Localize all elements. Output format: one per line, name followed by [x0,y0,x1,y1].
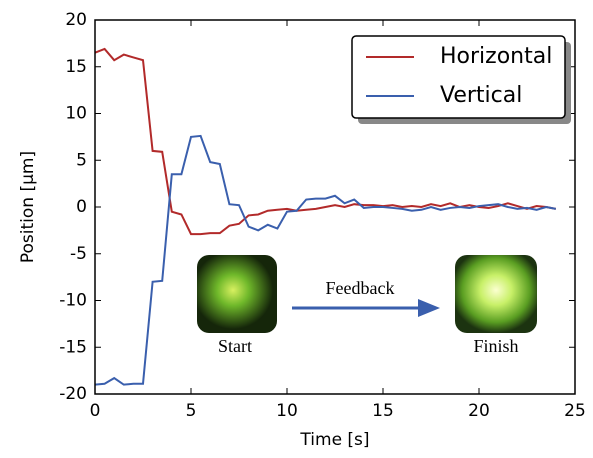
start-image [197,255,277,333]
arrow-label: Feedback [326,278,395,298]
x-tick-label: 10 [276,401,298,421]
y-tick-label: -10 [59,291,87,311]
legend-label: Horizontal [440,44,552,69]
start-label: Start [218,336,252,356]
series-line [94,134,556,386]
y-tick-label: 10 [65,104,87,124]
x-tick-label: 15 [372,401,394,421]
finish-image [455,255,537,333]
x-tick-label: 5 [186,401,197,421]
x-tick-label: 0 [90,401,101,421]
legend-label: Vertical [440,83,522,108]
finish-label: Finish [473,336,518,356]
y-tick-label: 0 [76,197,87,217]
y-tick-label: -20 [59,384,87,404]
arrow-head [418,299,440,317]
x-tick-label: 20 [468,401,490,421]
x-tick-label: 25 [564,401,586,421]
y-tick-label: -15 [59,337,87,357]
y-tick-label: 20 [65,10,87,30]
x-axis-label: Time [s] [299,430,369,450]
plot-frame [94,19,576,395]
y-tick-label: 5 [76,150,87,170]
y-tick-label: -5 [70,244,87,264]
y-tick-label: 15 [65,57,87,77]
y-axis-label: Position [μm] [18,151,38,263]
